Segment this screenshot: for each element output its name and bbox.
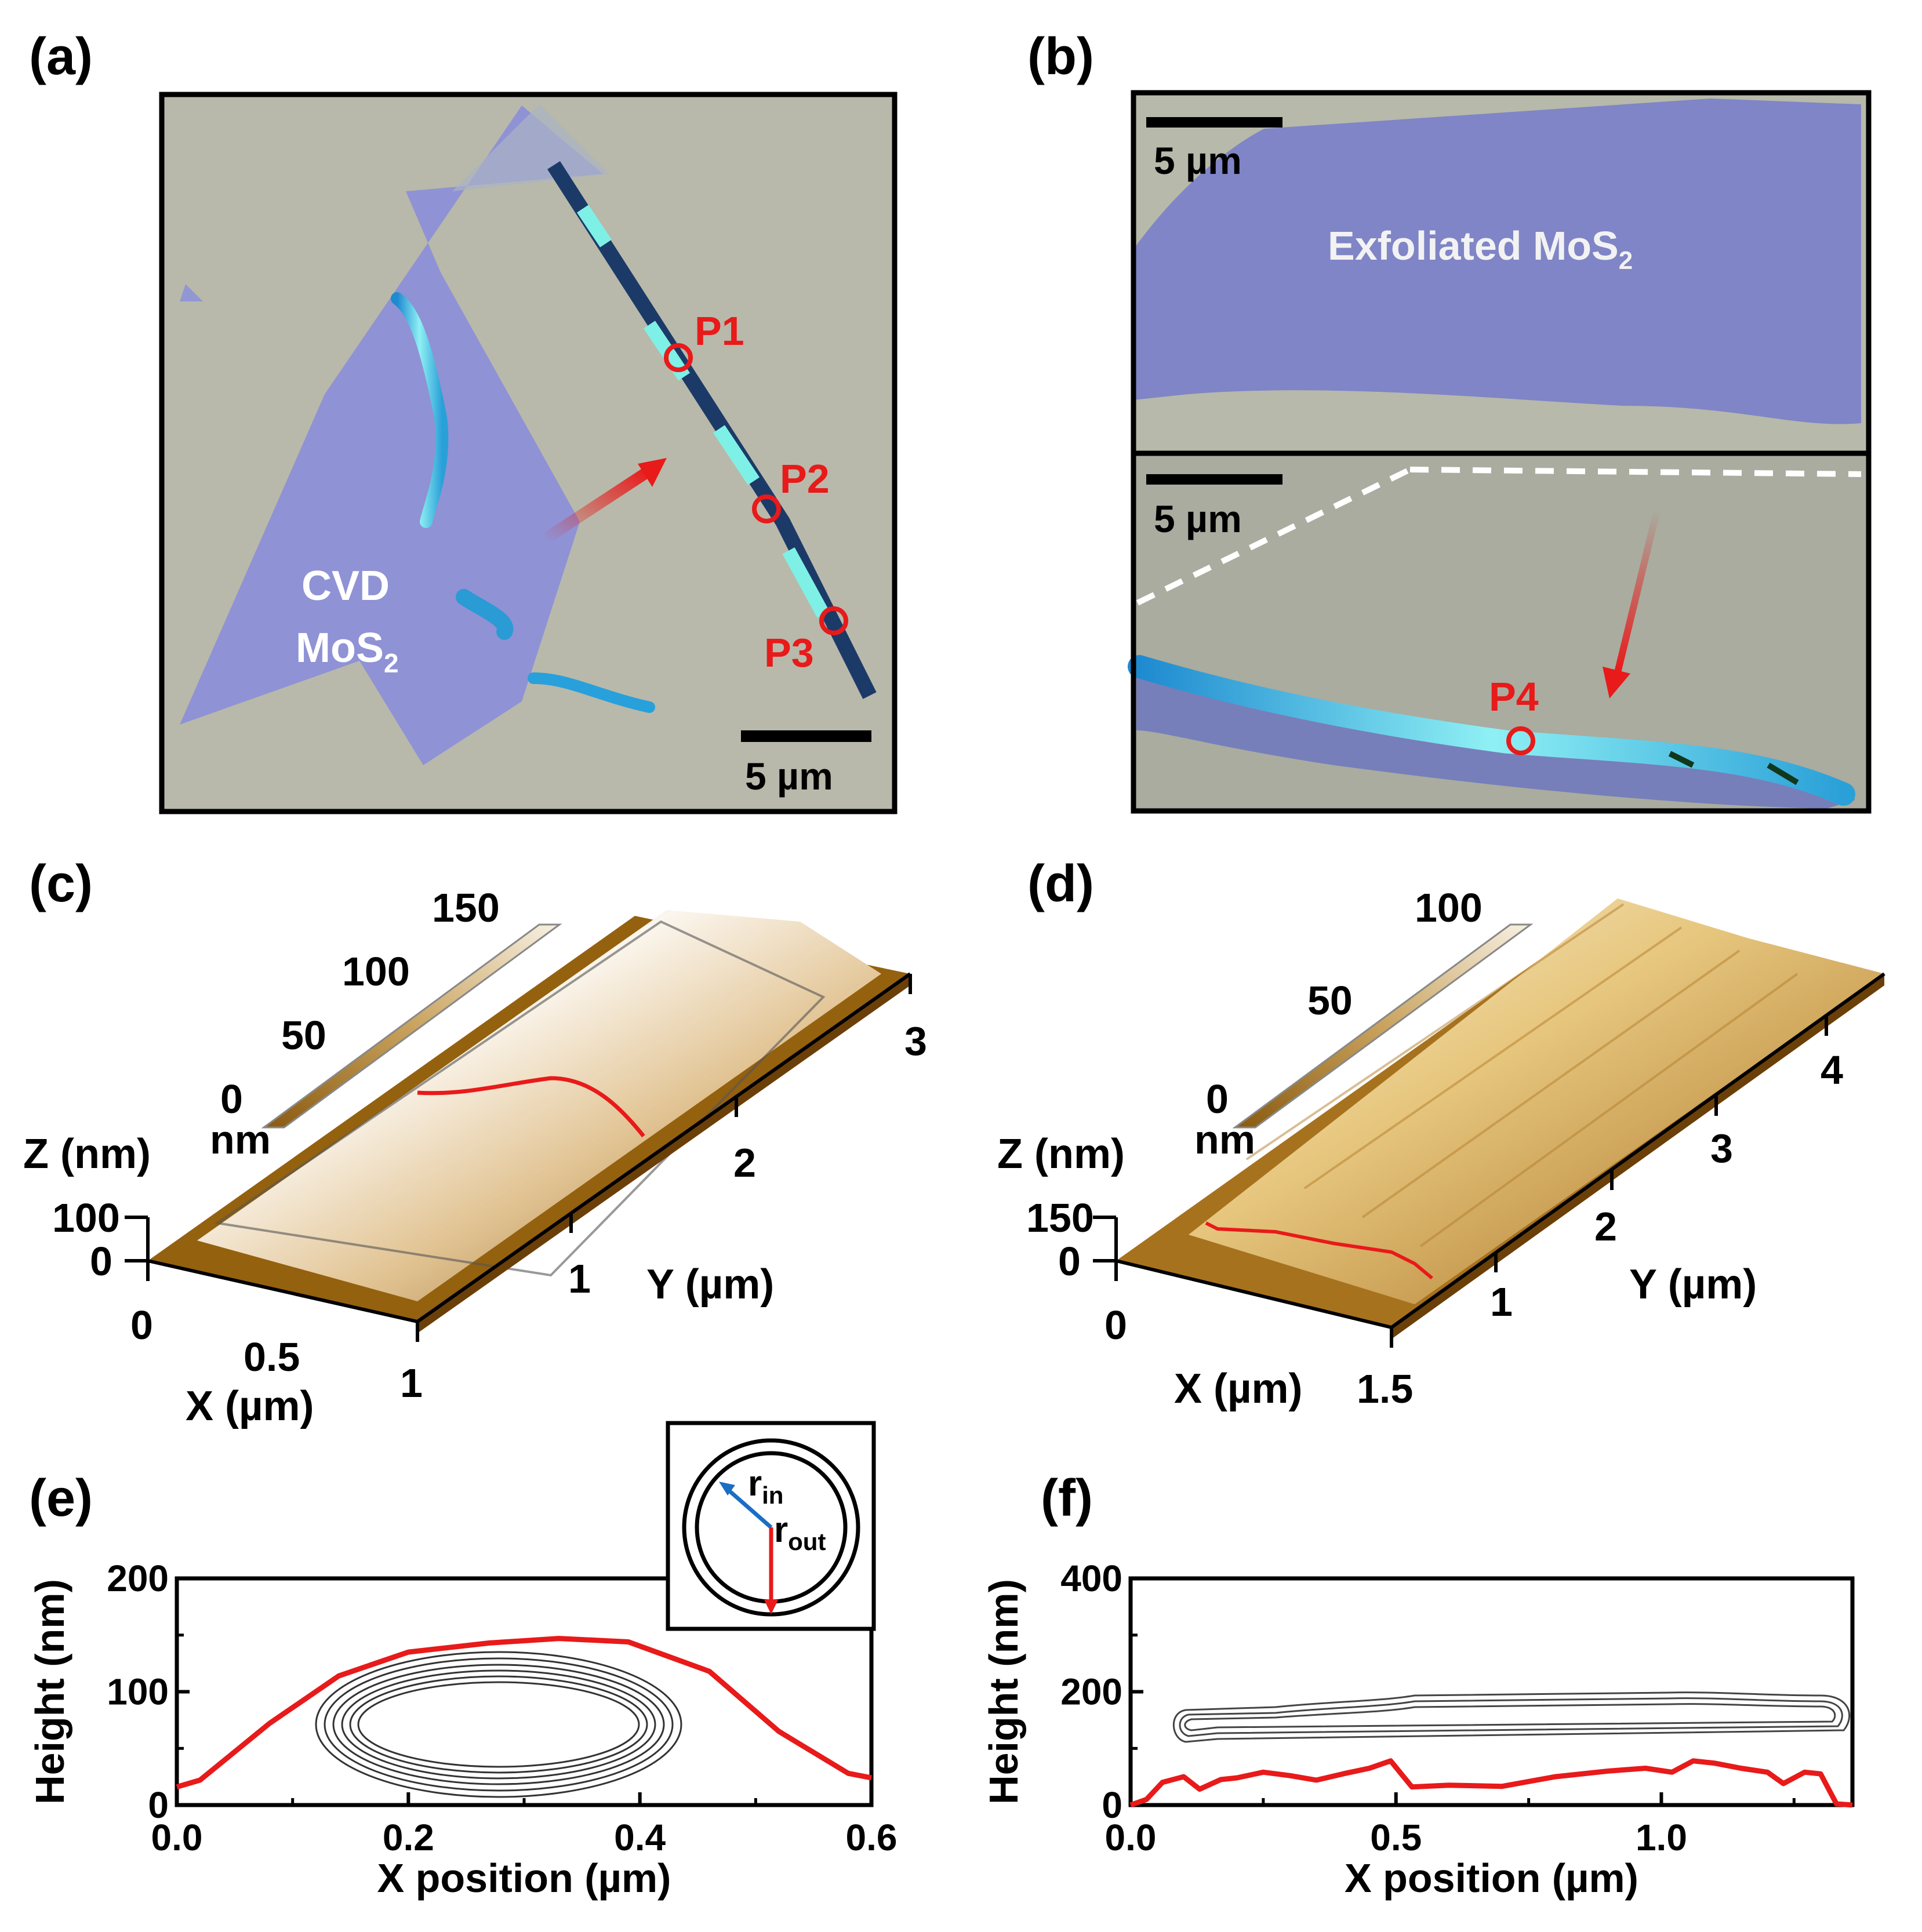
colorbar-d-unit: nm (1194, 1117, 1255, 1162)
scalebar-a-label: 5 µm (745, 755, 833, 798)
y-tick-label-f-2: 400 (1060, 1558, 1122, 1599)
colorbar-d (1232, 923, 1534, 1129)
x-tick-d-0: 0 (1104, 1302, 1127, 1348)
cross-section-rings-e (315, 1651, 682, 1798)
y-tick-label-f-0: 0 (1102, 1784, 1122, 1826)
panel-a: (a) CVD MoS2 P1 P2 P3 5 µm (29, 28, 898, 814)
y-tick-c-3: 3 (904, 1018, 927, 1064)
label-p4: P4 (1489, 674, 1539, 719)
y-label-d: Y (µm) (1629, 1261, 1757, 1308)
x-tick-label-f-0: 0.0 (1105, 1817, 1157, 1858)
panel-c-label: (c) (29, 855, 93, 913)
series-line-f-0 (1129, 1758, 1853, 1808)
optical-image-b-bottom (1128, 450, 1872, 814)
x-tick-label-f-1: 0.5 (1370, 1817, 1422, 1858)
x-tick-label-f-2: 1.0 (1636, 1817, 1687, 1858)
label-exfoliated-mos2: Exfoliated MoS2 (1328, 223, 1633, 275)
panel-f-label: (f) (1041, 1469, 1093, 1527)
x-tick-label-e-3: 0.6 (846, 1817, 898, 1858)
colorbar-c-tick-100: 100 (342, 949, 410, 994)
x-label-d: X (µm) (1174, 1366, 1302, 1412)
z-tick-d-150: 150 (1026, 1195, 1094, 1240)
x-tick-c-0: 0 (130, 1302, 153, 1348)
colorbar-d-tick-100: 100 (1415, 885, 1483, 930)
y-tick-c-2: 2 (733, 1140, 756, 1185)
x-tick-c-1: 1 (400, 1360, 423, 1406)
label-mos2-a: MoS2 (296, 625, 399, 678)
scalebar-b-bottom-label: 5 µm (1154, 497, 1242, 540)
colorbar-d-tick-0: 0 (1206, 1076, 1229, 1122)
panel-a-label: (a) (29, 28, 93, 86)
z-tick-c-100: 100 (52, 1195, 120, 1240)
panel-d: (d) 100 50 0 nm Z (nm) 150 0 0 (997, 855, 1885, 1412)
x-tick-label-e-0: 0.0 (151, 1817, 203, 1858)
axes-d (1093, 972, 1885, 1348)
z-label-d: Z (nm) (997, 1131, 1125, 1177)
label-p3: P3 (764, 630, 814, 675)
y-axis-label-f: Height (nm) (981, 1579, 1026, 1804)
z-label-c: Z (nm) (23, 1131, 151, 1177)
colorbar-c-unit: nm (210, 1117, 271, 1162)
x-tick-d-15: 1.5 (1357, 1366, 1413, 1411)
y-tick-label-e-0: 0 (148, 1784, 169, 1826)
inset-r-in: rin (748, 1464, 783, 1509)
axes-c (125, 972, 912, 1342)
y-tick-label-e-1: 100 (107, 1671, 169, 1713)
afm-surface-c (148, 910, 910, 1333)
scalebar-b-top-label: 5 µm (1154, 139, 1242, 182)
panel-f: (f) 0.0 0.5 1.0 0 200 400 X position (µm) Heigh… (981, 1469, 1855, 1901)
x-tick-label-e-2: 0.4 (614, 1817, 666, 1858)
panel-b-label: (b) (1027, 28, 1094, 86)
x-axis-label-f: X position (µm) (1345, 1855, 1638, 1901)
marker-p3 (819, 606, 848, 635)
y-tick-d-3: 3 (1710, 1126, 1733, 1171)
colorbar-c-tick-150: 150 (432, 885, 500, 930)
label-p2: P2 (780, 456, 830, 501)
y-tick-label-f-1: 200 (1060, 1671, 1122, 1713)
label-p1: P1 (695, 308, 744, 354)
x-tick-label-e-1: 0.2 (383, 1817, 434, 1858)
colorbar-d-tick-50: 50 (1307, 978, 1353, 1023)
inset-e: rin rout (666, 1421, 876, 1631)
y-tick-label-e-2: 200 (107, 1558, 169, 1599)
scalebar-b-top (1146, 117, 1282, 128)
panel-d-label: (d) (1027, 855, 1094, 913)
label-cvd: CVD (301, 563, 390, 609)
series-line-e-0 (176, 1636, 872, 1790)
afm-surface-d (1116, 898, 1884, 1339)
colorbar-c-tick-50: 50 (281, 1013, 326, 1058)
y-tick-d-1: 1 (1490, 1279, 1513, 1325)
z-tick-c-0: 0 (90, 1239, 112, 1284)
x-tick-c-05: 0.5 (244, 1334, 300, 1380)
panel-b: (b) 5 µm Exfoliated MoS2 5 µm P4 (1027, 28, 1872, 814)
z-tick-d-0: 0 (1058, 1239, 1081, 1284)
marker-p2 (752, 494, 781, 523)
panel-e-label: (e) (29, 1469, 93, 1527)
optical-image-b-top (1131, 90, 1872, 456)
x-axis-label-e: X position (µm) (377, 1855, 671, 1901)
y-tick-c-1: 1 (568, 1256, 591, 1301)
inset-r-out: rout (774, 1510, 826, 1555)
y-tick-d-4: 4 (1821, 1047, 1843, 1093)
panel-c: (c) 150 100 50 0 nm Z (nm) (23, 855, 927, 1429)
marker-p1 (664, 343, 693, 372)
y-tick-d-2: 2 (1594, 1204, 1617, 1249)
x-label-c: X (µm) (186, 1383, 314, 1429)
chart-f: 0.0 0.5 1.0 0 200 400 X position (µm) Height (n… (981, 1558, 1855, 1901)
colorbar-c-tick-0: 0 (220, 1076, 243, 1122)
cross-section-rings-f (1172, 1691, 1850, 1743)
y-axis-label-e: Height (nm) (27, 1579, 72, 1804)
scalebar-b-bottom (1146, 474, 1282, 485)
optical-image-a (159, 92, 898, 814)
chart-e: 0.0 0.2 0.4 0.6 0 100 200 X position (µm) Height… (27, 1558, 897, 1901)
marker-p4 (1506, 726, 1535, 755)
scalebar-a (741, 730, 871, 742)
panel-e: (e) 0.0 0.2 0.4 0.6 0 100 200 X position (µm) He… (27, 1421, 897, 1901)
y-label-c: Y (µm) (646, 1261, 774, 1308)
colorbar-c (261, 923, 562, 1129)
